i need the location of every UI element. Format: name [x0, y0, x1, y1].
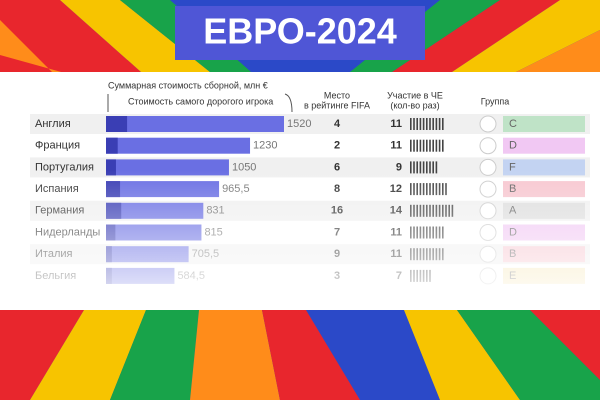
bar [106, 137, 251, 154]
flag [479, 137, 497, 155]
tally-tick [422, 139, 425, 152]
tally-tick [429, 161, 431, 174]
value-label: 1520 [287, 118, 311, 130]
tally-tick [413, 161, 415, 174]
axis-label: Суммарная стоимость сборной, млн € [108, 80, 268, 90]
tally-tick [422, 118, 425, 130]
tally-tick [410, 161, 412, 174]
tally-tick [432, 139, 434, 152]
tally-tick [410, 139, 412, 152]
tally-tick [438, 139, 441, 152]
group-box [503, 116, 585, 132]
bracket [107, 93, 293, 113]
column-label: Участие в ЧЕ [387, 90, 443, 100]
value-label: 1230 [253, 140, 277, 152]
tally-tick [432, 118, 434, 130]
tally-tick [435, 118, 438, 130]
tally-tick [413, 118, 415, 130]
group-letter: C [509, 118, 517, 130]
top-player-bar [106, 137, 118, 154]
tally-tick [416, 161, 418, 174]
tally-tick [438, 118, 441, 130]
participation: 11 [390, 118, 402, 130]
tally-tick [426, 118, 428, 130]
participation: 11 [390, 140, 402, 152]
title-box [175, 6, 425, 60]
tally-tick [426, 161, 428, 174]
decor-bottom [0, 300, 600, 400]
rank: 6 [334, 161, 340, 173]
tally-tick [419, 161, 422, 174]
fade-overlay [0, 170, 600, 310]
participation: 9 [396, 161, 402, 173]
tally-tick [432, 161, 434, 174]
tally-tick [416, 139, 418, 152]
tally-tick [442, 139, 444, 152]
rank: 4 [334, 118, 341, 130]
group-box [503, 137, 585, 154]
tally-tick [442, 118, 444, 130]
axis-label: Стоимость самого дорогого игрока [128, 96, 273, 106]
tally-tick [419, 118, 422, 130]
chart-title: ЕВРО-2024 [203, 11, 397, 52]
bar [106, 116, 284, 132]
tally-tick [416, 118, 418, 130]
tally-tick [410, 118, 412, 130]
tally-tick [429, 118, 431, 130]
column-label: в рейтинге FIFA [304, 100, 370, 110]
flag [479, 115, 497, 133]
tally-tick [419, 139, 422, 152]
top-player-bar [106, 159, 116, 176]
column-label: (кол-во раз) [390, 100, 439, 110]
group-letter: F [509, 161, 516, 173]
rank: 2 [334, 140, 340, 152]
tally [410, 161, 438, 174]
tally-tick [422, 161, 425, 174]
category-label: Франция [35, 140, 80, 152]
top-player-bar [106, 116, 128, 132]
tally-tick [426, 139, 428, 152]
tally-tick [435, 161, 438, 174]
tally [410, 118, 444, 130]
tally-tick [435, 139, 438, 152]
group-letter: D [509, 140, 517, 152]
tally-tick [429, 139, 431, 152]
category-label: Англия [35, 118, 71, 130]
tally-tick [413, 139, 415, 152]
column-label: Группа [481, 96, 510, 106]
column-label: Место [324, 90, 350, 100]
tally [410, 139, 444, 152]
